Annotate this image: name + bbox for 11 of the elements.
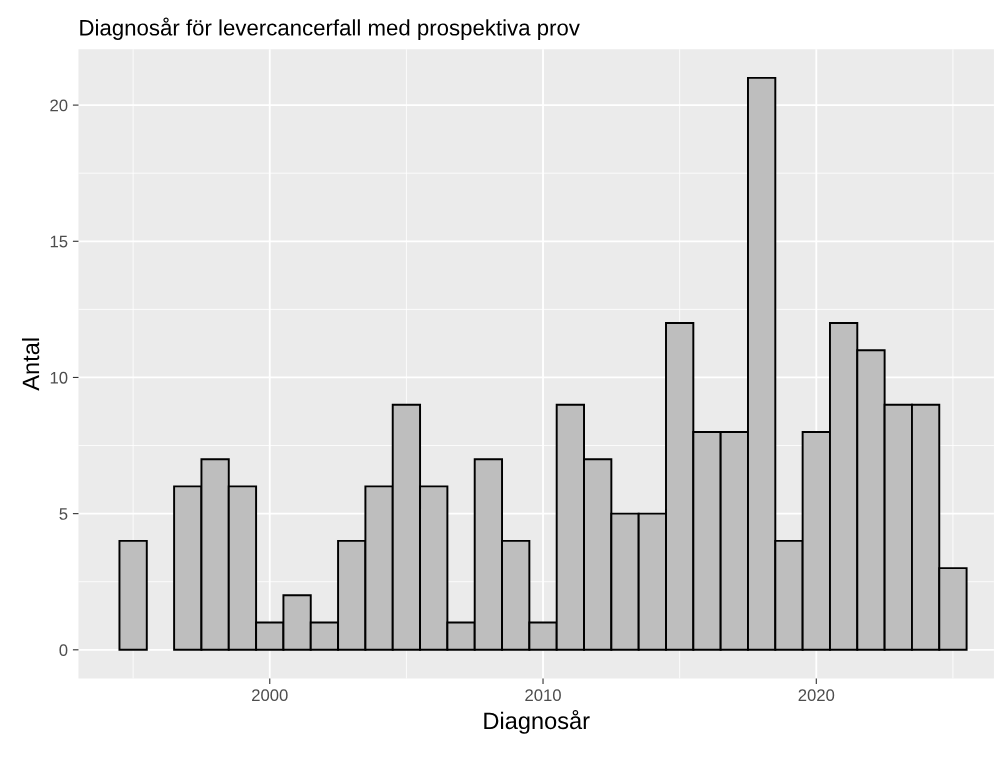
y-axis-title: Antal	[21, 338, 40, 391]
y-tick-label: 0	[59, 644, 68, 657]
y-tick-label: 10	[50, 371, 68, 384]
chart-title: Diagnosår för levercancerfall med prospektiva prov	[80, 17, 580, 40]
x-tick-label: 2000	[252, 689, 288, 702]
y-tick-label: 5	[59, 508, 68, 520]
y-tick-label: 20	[50, 99, 68, 112]
x-tick-label: 2010	[525, 689, 561, 702]
y-tick-label: 15	[50, 235, 68, 248]
x-tick-label: 2020	[798, 689, 835, 702]
x-axis-title: Diagnosår	[484, 709, 590, 734]
